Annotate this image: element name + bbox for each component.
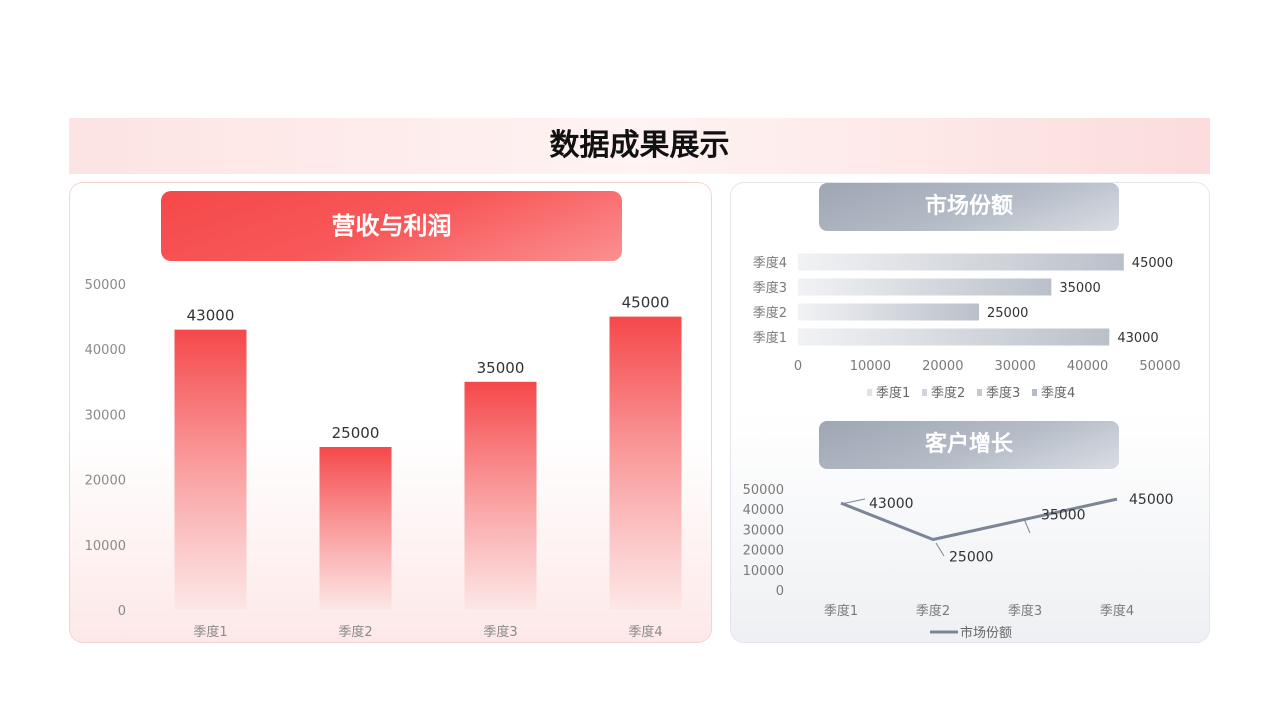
market-share-bar-chart: 季度1 43000 季度2 25000 季度3 35000 季度4 45000 0 10000 20… (753, 253, 1181, 401)
label-leader (935, 542, 945, 557)
y-tick-label: 季度2 (753, 305, 787, 321)
y-tick-label: 50000 (743, 483, 784, 498)
y-tick-label: 30000 (85, 408, 126, 423)
x-tick-label: 季度1 (193, 624, 227, 640)
bar (798, 303, 979, 321)
bar (609, 316, 682, 610)
bar (464, 381, 537, 610)
title-band: 数据成果展示 (69, 118, 1210, 174)
y-tick-label: 0 (118, 604, 126, 619)
page-title: 数据成果展示 (549, 128, 730, 163)
data-label: 35000 (1041, 507, 1086, 523)
legend-label: 季度2 (931, 385, 965, 401)
label-leader (1023, 518, 1031, 534)
legend-swatch (977, 389, 982, 396)
customer-growth-line-chart: 0 10000 20000 30000 40000 50000 季度1 季度2 季度3 季度4 43… (743, 483, 1174, 641)
data-label: 35000 (1059, 281, 1100, 296)
label-leader (840, 498, 866, 505)
x-tick-label: 0 (794, 359, 802, 374)
legend-label: 季度4 (1041, 385, 1075, 401)
x-tick-label: 20000 (922, 359, 963, 374)
data-label: 45000 (622, 294, 670, 312)
x-tick-label: 季度3 (483, 624, 517, 640)
x-tick-label: 季度4 (628, 624, 662, 640)
revenue-bar-chart: 0 10000 20000 30000 40000 50000 43000 季度1 25000 季… (85, 278, 682, 640)
x-tick-label: 40000 (1067, 359, 1108, 374)
data-label: 25000 (332, 424, 380, 442)
legend-label: 市场份额 (960, 625, 1012, 641)
y-tick-label: 季度3 (753, 280, 787, 296)
data-label: 35000 (477, 359, 525, 377)
x-tick-label: 季度3 (1008, 603, 1042, 619)
y-tick-label: 40000 (743, 503, 784, 518)
y-tick-label: 40000 (85, 343, 126, 358)
x-tick-label: 50000 (1139, 359, 1180, 374)
data-label: 25000 (987, 306, 1028, 321)
bar (798, 328, 1110, 346)
legend-label: 季度3 (986, 385, 1020, 401)
y-tick-label: 10000 (743, 564, 784, 579)
y-tick-label: 30000 (743, 523, 784, 538)
market-share-chart-title: 市场份额 (819, 183, 1119, 231)
legend-swatch (922, 389, 927, 396)
y-tick-label: 20000 (85, 474, 126, 489)
y-tick-label: 0 (776, 584, 784, 599)
y-tick-label: 季度4 (753, 255, 787, 271)
y-tick-label: 10000 (85, 539, 126, 554)
bar (174, 329, 247, 610)
x-tick-label: 季度2 (338, 624, 372, 640)
data-label: 25000 (949, 550, 994, 566)
data-label: 43000 (1117, 331, 1158, 346)
legend-label: 季度1 (876, 385, 910, 401)
data-label: 43000 (187, 307, 235, 325)
y-tick-label: 季度1 (753, 330, 787, 346)
x-tick-label: 季度2 (916, 603, 950, 619)
x-tick-label: 10000 (850, 359, 891, 374)
x-tick-label: 季度1 (824, 603, 858, 619)
series-line (840, 497, 1118, 541)
data-label: 43000 (869, 496, 914, 512)
x-tick-label: 30000 (995, 359, 1036, 374)
customer-growth-chart-title: 客户增长 (819, 421, 1119, 469)
revenue-chart-title: 营收与利润 (161, 191, 622, 261)
bar (798, 278, 1052, 296)
legend-swatch (1032, 389, 1037, 396)
legend-swatch (867, 389, 872, 396)
x-tick-label: 季度4 (1100, 603, 1134, 619)
bar (798, 253, 1124, 271)
data-label: 45000 (1132, 256, 1173, 271)
data-label: 45000 (1129, 492, 1174, 508)
y-tick-label: 50000 (85, 278, 126, 293)
bar (319, 447, 392, 610)
y-tick-label: 20000 (743, 544, 784, 559)
